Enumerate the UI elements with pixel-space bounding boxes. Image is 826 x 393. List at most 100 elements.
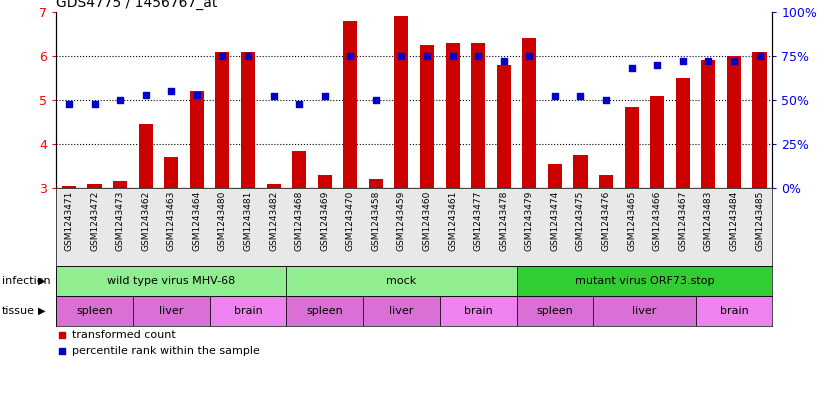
Point: [472, 53, 485, 59]
Point: [676, 58, 690, 64]
Point: [62, 100, 75, 107]
Bar: [676, 78, 690, 188]
Bar: [210, 296, 287, 326]
Point: [548, 93, 562, 99]
Bar: [439, 296, 516, 326]
Bar: [650, 95, 664, 188]
Text: mock: mock: [387, 276, 416, 286]
Text: mutant virus ORF73.stop: mutant virus ORF73.stop: [575, 276, 714, 286]
Point: [420, 53, 434, 59]
Bar: [727, 56, 741, 188]
Text: GSM1243472: GSM1243472: [90, 191, 99, 252]
Text: GSM1243463: GSM1243463: [167, 191, 176, 252]
Text: GSM1243481: GSM1243481: [244, 191, 253, 252]
Point: [326, 275, 339, 281]
Text: GSM1243485: GSM1243485: [755, 191, 764, 252]
Bar: [369, 179, 383, 188]
Point: [574, 93, 587, 99]
Text: GSM1243483: GSM1243483: [704, 191, 713, 252]
Bar: [190, 91, 204, 188]
Bar: [496, 65, 510, 188]
Text: GSM1243478: GSM1243478: [499, 191, 508, 252]
Point: [702, 58, 715, 64]
Text: liver: liver: [389, 306, 414, 316]
Bar: [267, 184, 281, 188]
Point: [446, 53, 459, 59]
Bar: [344, 21, 358, 188]
Bar: [445, 43, 459, 188]
Bar: [56, 266, 287, 296]
Text: ▶: ▶: [38, 276, 45, 286]
Text: brain: brain: [719, 306, 748, 316]
Text: GSM1243458: GSM1243458: [372, 191, 381, 252]
Point: [497, 58, 510, 64]
Text: liver: liver: [632, 306, 657, 316]
Text: GSM1243464: GSM1243464: [192, 191, 202, 252]
Bar: [522, 39, 536, 188]
Point: [267, 93, 280, 99]
Text: percentile rank within the sample: percentile rank within the sample: [72, 346, 260, 356]
Bar: [593, 296, 695, 326]
Text: GSM1243477: GSM1243477: [473, 191, 482, 252]
Text: GSM1243479: GSM1243479: [525, 191, 534, 252]
Text: GSM1243462: GSM1243462: [141, 191, 150, 252]
Bar: [216, 51, 230, 188]
Text: GSM1243473: GSM1243473: [116, 191, 125, 252]
Text: transformed count: transformed count: [72, 330, 176, 340]
Text: GSM1243480: GSM1243480: [218, 191, 227, 252]
Bar: [573, 155, 587, 188]
Point: [344, 53, 357, 59]
Text: GSM1243459: GSM1243459: [397, 191, 406, 252]
Point: [395, 53, 408, 59]
Bar: [471, 43, 485, 188]
Text: brain: brain: [234, 306, 263, 316]
Point: [600, 97, 613, 103]
Bar: [599, 175, 613, 188]
Bar: [287, 266, 516, 296]
Point: [88, 100, 101, 107]
Text: GSM1243476: GSM1243476: [601, 191, 610, 252]
Bar: [624, 107, 638, 188]
Point: [190, 92, 203, 98]
Point: [216, 53, 229, 59]
Bar: [548, 164, 562, 188]
Point: [625, 65, 638, 72]
Text: spleen: spleen: [537, 306, 573, 316]
Bar: [395, 17, 409, 188]
Point: [241, 53, 254, 59]
Text: GSM1243474: GSM1243474: [550, 191, 559, 252]
Point: [523, 53, 536, 59]
Text: GSM1243470: GSM1243470: [346, 191, 355, 252]
Bar: [133, 296, 210, 326]
Bar: [695, 296, 772, 326]
Bar: [62, 186, 76, 188]
Bar: [139, 124, 153, 188]
Point: [318, 93, 331, 99]
Text: GSM1243469: GSM1243469: [320, 191, 330, 252]
Bar: [56, 296, 133, 326]
Bar: [241, 51, 255, 188]
Text: GSM1243465: GSM1243465: [627, 191, 636, 252]
Point: [369, 97, 382, 103]
Point: [728, 58, 741, 64]
Bar: [516, 296, 593, 326]
Bar: [287, 296, 363, 326]
Text: GSM1243475: GSM1243475: [576, 191, 585, 252]
Bar: [88, 184, 102, 188]
Bar: [752, 51, 767, 188]
Text: liver: liver: [159, 306, 183, 316]
Text: GSM1243467: GSM1243467: [678, 191, 687, 252]
Text: wild type virus MHV-68: wild type virus MHV-68: [107, 276, 235, 286]
Text: tissue: tissue: [2, 306, 35, 316]
Text: GSM1243460: GSM1243460: [423, 191, 431, 252]
Text: GSM1243471: GSM1243471: [64, 191, 74, 252]
Bar: [318, 175, 332, 188]
Text: spleen: spleen: [76, 306, 113, 316]
Point: [139, 92, 152, 98]
Text: GSM1243484: GSM1243484: [729, 191, 738, 252]
Text: GSM1243468: GSM1243468: [295, 191, 304, 252]
Point: [292, 100, 306, 107]
Point: [326, 129, 339, 136]
Bar: [363, 296, 439, 326]
Text: GDS4775 / 1456767_at: GDS4775 / 1456767_at: [56, 0, 217, 9]
